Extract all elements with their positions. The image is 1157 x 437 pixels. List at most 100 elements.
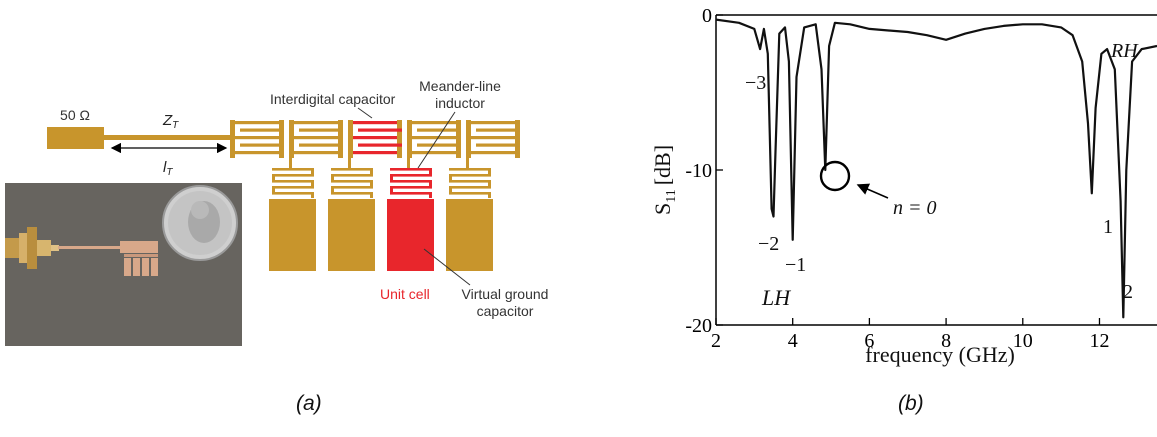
y-tick-label: -10	[685, 160, 712, 182]
meander-segment	[331, 192, 373, 195]
capacitor-finger	[353, 136, 397, 140]
interdigital-label: Interdigital capacitor	[270, 91, 396, 107]
meander-segment	[449, 186, 491, 189]
x-tick-label: 10	[1013, 330, 1033, 352]
ground-capacitor-pad	[387, 199, 434, 271]
meander-segment	[449, 192, 491, 195]
capacitor-finger	[417, 128, 461, 132]
capacitor-finger	[412, 151, 456, 155]
panel-a: 50 Ω ZT lT	[5, 78, 548, 346]
stub	[348, 158, 351, 168]
capacitor-finger	[358, 128, 402, 132]
meander-segment	[390, 174, 432, 177]
meander-turn	[429, 180, 432, 186]
stub	[289, 158, 292, 168]
meander-turn	[488, 192, 491, 198]
capacitor-finger	[412, 136, 456, 140]
capacitor-finger	[353, 151, 397, 155]
stub	[407, 158, 410, 168]
capacitor-finger	[240, 128, 284, 132]
meander-segment	[272, 192, 314, 195]
meander-pointer	[417, 111, 456, 169]
x-tick-label: 4	[788, 330, 798, 352]
meander-turn	[429, 168, 432, 174]
capacitor-end	[338, 120, 343, 158]
meander-turn	[390, 174, 393, 180]
meander-segment	[449, 174, 491, 177]
capacitor-end	[348, 120, 353, 158]
annot-lh: LH	[761, 285, 791, 310]
sma-connector	[5, 227, 59, 269]
meander-segment	[272, 174, 314, 177]
x-tick-label: 12	[1089, 330, 1109, 352]
stub	[466, 158, 469, 168]
capacitor-end	[407, 120, 412, 158]
meander-segment	[449, 168, 491, 171]
y-axis-label: S11[dB]	[650, 145, 679, 215]
y-tick-label: 0	[702, 5, 712, 27]
meander-label-line2: inductor	[435, 95, 485, 111]
unit-cell-label: Unit cell	[380, 286, 430, 302]
ground-capacitor-pad	[446, 199, 493, 271]
meander-turn	[311, 168, 314, 174]
meander-turn	[370, 168, 373, 174]
feed-line	[104, 135, 230, 140]
capacitor-finger	[471, 151, 515, 155]
meander-segment	[331, 174, 373, 177]
x-tick-label: 8	[941, 330, 951, 352]
caption-b: (b)	[898, 392, 924, 415]
capacitor-finger	[235, 151, 279, 155]
capacitor-finger	[235, 121, 279, 125]
capacitor-finger	[412, 121, 456, 125]
capacitor-finger	[471, 136, 515, 140]
capacitor-finger	[294, 151, 338, 155]
x-tick-label: 6	[864, 330, 874, 352]
meander-turn	[311, 180, 314, 186]
port-pad	[47, 127, 104, 149]
meander-turn	[311, 192, 314, 198]
virtual-ground-pointer	[423, 248, 471, 286]
capacitor-finger	[299, 128, 343, 132]
meander-segment	[331, 186, 373, 189]
capacitor-finger	[353, 121, 397, 125]
port-label: 50 Ω	[60, 107, 90, 123]
meander-segment	[331, 168, 373, 171]
capacitor-finger	[471, 121, 515, 125]
capacitor-finger	[240, 143, 284, 147]
capacitor-finger	[476, 143, 520, 147]
meander-turn	[449, 174, 452, 180]
meander-turn	[272, 186, 275, 192]
capacitor-finger	[299, 143, 343, 147]
annot-minus2: −2	[758, 233, 779, 255]
meander-turn	[429, 192, 432, 198]
meander-turn	[488, 180, 491, 186]
meander-segment	[272, 180, 314, 183]
capacitor-finger	[476, 128, 520, 132]
capacitor-end	[515, 120, 520, 158]
capacitor-end	[230, 120, 235, 158]
meander-segment	[272, 186, 314, 189]
y-tick-label: -20	[685, 315, 712, 337]
panel-b: 2 4 6 8 10 120-10-20 frequency (GHz) S11[dB] …	[650, 5, 1157, 367]
meander-segment	[390, 186, 432, 189]
meander-segment	[390, 168, 432, 171]
capacitor-finger	[294, 136, 338, 140]
capacitor-end	[279, 120, 284, 158]
board-cells	[120, 241, 158, 276]
crlh-cells	[230, 120, 520, 271]
annot-rh: RH	[1110, 40, 1139, 62]
annot-n0: n = 0	[893, 197, 937, 219]
n0-arrow	[856, 183, 889, 199]
board-feed-line	[58, 246, 120, 249]
meander-turn	[449, 186, 452, 192]
meander-segment	[449, 180, 491, 183]
meander-segment	[272, 168, 314, 171]
x-axis-label: frequency (GHz)	[865, 342, 1015, 367]
meander-segment	[390, 192, 432, 195]
caption-a: (a)	[296, 392, 322, 415]
meander-label-line1: Meander-line	[419, 78, 501, 94]
line-length-label: lT	[163, 159, 173, 178]
coin-icon	[162, 185, 238, 261]
capacitor-finger	[294, 121, 338, 125]
